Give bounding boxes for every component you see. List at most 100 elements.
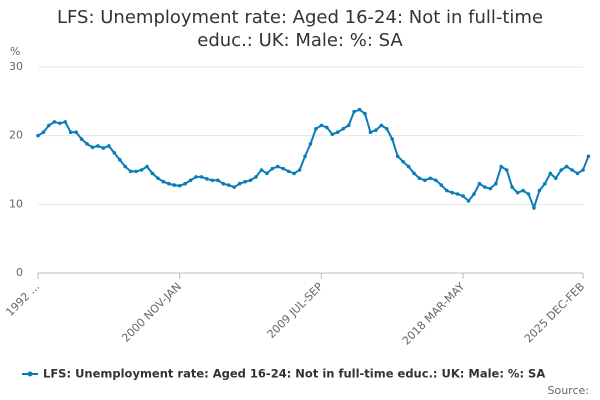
data-point bbox=[139, 168, 144, 172]
data-point bbox=[90, 145, 95, 150]
legend-marker bbox=[27, 371, 33, 377]
data-point bbox=[297, 168, 302, 172]
data-point bbox=[526, 192, 531, 196]
x-tick-label: 2000 NOV-JAN bbox=[119, 280, 184, 345]
data-point bbox=[194, 175, 198, 179]
data-point bbox=[276, 164, 280, 169]
data-point bbox=[423, 178, 427, 183]
legend-label: LFS: Unemployment rate: Aged 16-24: Not … bbox=[43, 367, 545, 381]
data-point bbox=[101, 146, 106, 150]
data-point bbox=[363, 111, 367, 116]
data-point bbox=[564, 164, 569, 169]
x-tick-label: 2025 DEC-FEB bbox=[522, 280, 587, 345]
data-point bbox=[472, 192, 476, 196]
data-point bbox=[248, 178, 253, 183]
data-point bbox=[308, 142, 313, 146]
data-point bbox=[145, 164, 149, 169]
data-point bbox=[172, 183, 177, 187]
data-point bbox=[199, 175, 204, 179]
data-point bbox=[270, 166, 275, 171]
chart-title: LFS: Unemployment rate: Aged 16-24: Not … bbox=[56, 7, 544, 51]
data-point bbox=[488, 186, 493, 191]
data-point bbox=[374, 128, 378, 132]
data-point bbox=[123, 164, 127, 169]
data-point bbox=[150, 171, 155, 176]
data-point bbox=[36, 133, 40, 138]
data-point bbox=[483, 185, 487, 189]
data-point bbox=[395, 154, 400, 159]
data-point bbox=[259, 168, 264, 172]
data-point bbox=[314, 127, 318, 131]
data-point bbox=[412, 171, 416, 176]
data-point bbox=[286, 169, 291, 174]
data-point bbox=[390, 137, 395, 141]
x-tick-label: 2018 MAR-MAY bbox=[400, 280, 468, 348]
data-point bbox=[319, 123, 324, 128]
data-point bbox=[128, 169, 133, 174]
data-point bbox=[581, 168, 585, 172]
data-point bbox=[112, 151, 117, 155]
data-point bbox=[570, 168, 574, 172]
data-point bbox=[74, 130, 78, 135]
x-tick-label: 2009 JUL-SEP bbox=[265, 280, 326, 341]
y-tick-label: 0 bbox=[16, 266, 23, 279]
x-tick-label: 1992 ... bbox=[3, 280, 42, 319]
data-point bbox=[188, 178, 193, 183]
data-point bbox=[504, 168, 509, 172]
data-point bbox=[52, 120, 57, 124]
data-point bbox=[543, 181, 547, 186]
data-point bbox=[161, 179, 166, 184]
data-point bbox=[499, 164, 504, 169]
data-point bbox=[134, 169, 138, 174]
data-point bbox=[205, 177, 209, 181]
data-point bbox=[559, 168, 563, 172]
data-point bbox=[58, 121, 62, 126]
data-point bbox=[210, 178, 215, 183]
data-point bbox=[254, 175, 258, 179]
data-point bbox=[226, 183, 231, 187]
data-point bbox=[434, 178, 438, 183]
data-point bbox=[47, 123, 51, 128]
legend-item: LFS: Unemployment rate: Aged 16-24: Not … bbox=[22, 367, 545, 381]
data-point bbox=[177, 183, 182, 188]
data-point bbox=[385, 127, 389, 131]
data-point bbox=[96, 144, 100, 148]
data-point bbox=[450, 190, 455, 195]
data-point bbox=[281, 166, 286, 171]
data-point bbox=[221, 181, 226, 186]
data-point bbox=[352, 109, 356, 114]
data-point bbox=[183, 181, 187, 186]
data-point bbox=[63, 120, 68, 124]
data-point bbox=[117, 157, 122, 162]
data-point bbox=[237, 181, 242, 186]
data-point bbox=[379, 123, 384, 128]
data-point bbox=[537, 188, 542, 193]
data-point bbox=[444, 188, 449, 193]
source: Source: bbox=[548, 384, 590, 397]
data-point bbox=[477, 181, 482, 186]
data-point bbox=[167, 181, 171, 186]
data-point bbox=[341, 127, 346, 131]
data-point bbox=[346, 123, 351, 128]
data-point bbox=[417, 176, 422, 181]
data-point bbox=[156, 176, 160, 181]
data-point bbox=[455, 192, 460, 196]
data-point bbox=[216, 178, 220, 183]
y-axis-unit: % bbox=[10, 45, 20, 58]
data-point bbox=[586, 154, 591, 159]
data-point bbox=[41, 130, 46, 135]
data-point bbox=[401, 159, 405, 164]
data-point bbox=[303, 154, 307, 159]
data-point bbox=[368, 130, 373, 135]
data-point bbox=[330, 132, 335, 137]
y-tick-label: 30 bbox=[9, 60, 23, 73]
data-point bbox=[85, 142, 89, 146]
data-point bbox=[515, 190, 520, 195]
data-point bbox=[466, 199, 471, 203]
y-tick-label: 20 bbox=[9, 129, 23, 142]
data-point bbox=[243, 179, 247, 184]
data-point bbox=[461, 194, 465, 198]
data-point bbox=[548, 171, 553, 176]
